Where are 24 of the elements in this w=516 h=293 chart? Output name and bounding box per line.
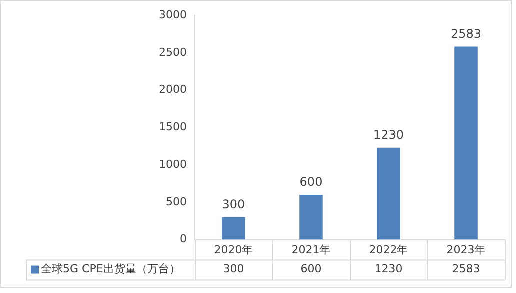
legend-label: 全球5G CPE出货量（万台） [41, 262, 180, 276]
data-label: 2583 [452, 262, 480, 276]
annotation: 600 [300, 175, 323, 190]
data-label: 600 [300, 262, 322, 276]
data-label: 1230 [374, 262, 403, 276]
y-tick-label: 0 [180, 232, 187, 246]
bar [377, 148, 400, 240]
x-tick-label: 2020年 [214, 243, 254, 256]
bar [300, 194, 323, 240]
data-label: 300 [223, 262, 244, 276]
y-tick-label: 1000 [158, 158, 187, 171]
bar [454, 46, 478, 240]
x-tick-label: 2023年 [446, 243, 486, 256]
y-tick-label: 500 [166, 195, 187, 208]
annotation: 300 [222, 198, 246, 212]
y-tick-label: 1500 [158, 120, 187, 134]
x-tick-label: 2021年 [292, 243, 331, 256]
annotation: 2583 [450, 26, 482, 41]
x-tick-label: 2022年 [369, 243, 408, 256]
y-tick-label: 3000 [158, 8, 187, 22]
y-tick-label: 2000 [158, 83, 187, 96]
y-tick-label: 2500 [158, 46, 187, 59]
annotation: 1230 [373, 128, 404, 142]
bar [222, 217, 246, 240]
